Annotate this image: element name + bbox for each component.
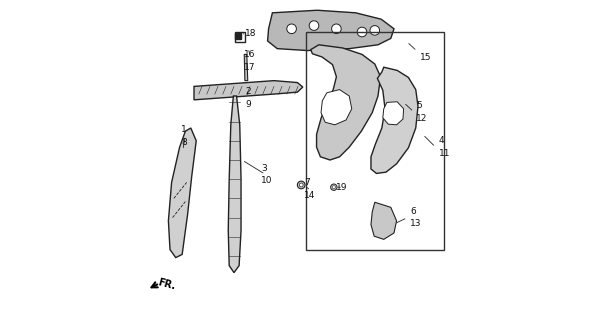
Polygon shape [169, 128, 196, 258]
Polygon shape [371, 67, 418, 173]
Circle shape [309, 21, 319, 30]
Text: 19: 19 [336, 183, 348, 192]
Bar [306, 32, 443, 250]
Text: 16: 16 [244, 50, 255, 59]
Circle shape [332, 186, 336, 189]
Polygon shape [311, 45, 381, 160]
Text: 13: 13 [410, 220, 421, 228]
Circle shape [331, 184, 337, 190]
Text: 2: 2 [245, 87, 251, 96]
Text: 5: 5 [417, 101, 422, 110]
Text: 7: 7 [305, 178, 310, 187]
Text: 12: 12 [417, 114, 428, 123]
Circle shape [287, 24, 296, 34]
Polygon shape [268, 10, 394, 51]
Circle shape [331, 24, 341, 34]
Polygon shape [228, 96, 241, 273]
Text: 1: 1 [181, 125, 187, 134]
Text: 3: 3 [261, 164, 267, 172]
Text: 4: 4 [439, 136, 445, 145]
Polygon shape [371, 202, 396, 239]
Polygon shape [244, 54, 248, 81]
Text: 18: 18 [245, 29, 257, 38]
Polygon shape [194, 81, 303, 100]
Circle shape [297, 181, 305, 189]
Text: 15: 15 [420, 53, 431, 62]
Polygon shape [321, 90, 352, 125]
Text: 10: 10 [261, 176, 273, 185]
Text: 8: 8 [181, 138, 187, 147]
Text: 6: 6 [410, 207, 416, 216]
Circle shape [299, 183, 303, 187]
Text: 9: 9 [245, 100, 251, 108]
Circle shape [370, 26, 380, 35]
Text: 11: 11 [439, 149, 451, 158]
Polygon shape [383, 102, 403, 125]
Text: FR.: FR. [157, 277, 176, 291]
Text: 14: 14 [305, 191, 316, 200]
Text: 17: 17 [244, 63, 255, 72]
Circle shape [357, 27, 367, 37]
